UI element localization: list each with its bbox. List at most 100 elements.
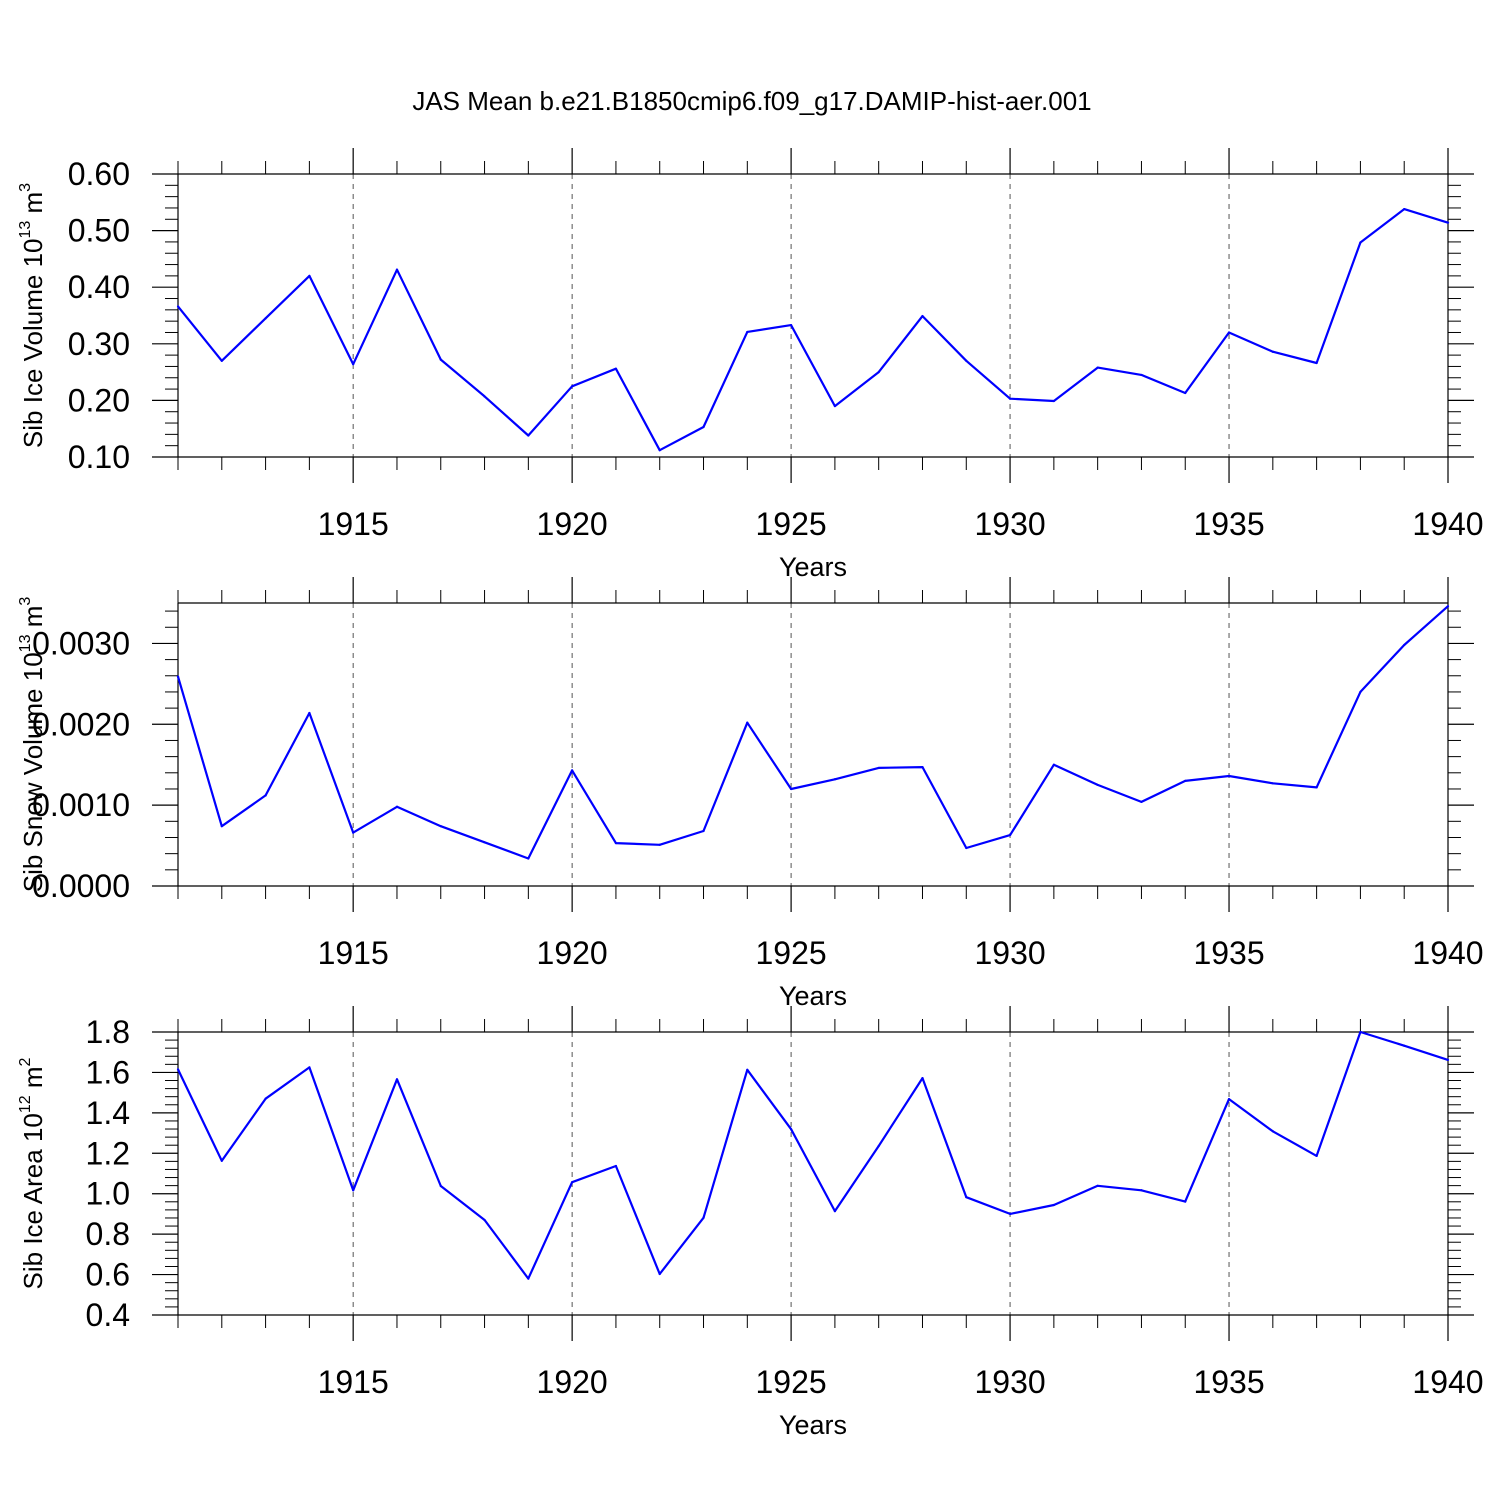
y-tick-label: 1.8 <box>86 1014 130 1050</box>
x-tick-label: 1940 <box>1412 506 1483 542</box>
data-point <box>1052 1203 1055 1207</box>
data-point <box>965 1196 968 1199</box>
y-tick-label: 0.0020 <box>32 706 130 742</box>
series-line <box>177 208 1449 452</box>
data-point <box>176 305 180 308</box>
y-tick-label: 0.50 <box>68 213 130 249</box>
data-point <box>1403 643 1406 647</box>
data-point <box>921 766 924 769</box>
x-tick-label: 1935 <box>1193 506 1264 542</box>
data-point <box>702 425 705 429</box>
y-tick-label: 0.0030 <box>32 625 130 661</box>
data-point <box>571 769 574 772</box>
data-point <box>833 778 836 781</box>
y-axis-label-text: m <box>18 1066 48 1095</box>
data-point <box>395 1078 399 1081</box>
data-point <box>571 385 574 388</box>
y-axis-label-text: Sib Ice Volume 10 <box>18 239 48 449</box>
data-point <box>1140 1189 1143 1192</box>
data-point <box>1446 605 1450 608</box>
data-point <box>614 367 618 370</box>
y-tick-label: 0.10 <box>68 439 130 475</box>
figure-title: JAS Mean b.e21.B1850cmip6.f09_g17.DAMIP-… <box>412 86 1091 116</box>
x-tick-label: 1920 <box>537 506 608 542</box>
data-point <box>439 358 442 361</box>
data-point <box>176 1068 180 1071</box>
data-point <box>877 1144 880 1148</box>
y-tick-label: 0.0000 <box>32 868 130 904</box>
data-point <box>1184 779 1187 782</box>
data-point <box>614 1164 618 1168</box>
data-point <box>877 766 880 770</box>
data-point <box>746 721 749 724</box>
data-point <box>1140 800 1143 804</box>
y-tick-label: 1.4 <box>86 1095 130 1131</box>
y-tick-label: 1.6 <box>86 1054 130 1090</box>
x-axis-label: Years <box>779 1410 847 1440</box>
y-axis-label-superscript: 13 <box>17 634 34 652</box>
panel-sib-ice-area: 0.4 0.6 0.8 1.0 1.2 1.4 1.6 1.8 1915 1920 1925 1930… <box>17 1006 1484 1440</box>
y-axis-label: Sib Snow Volume 1013 m3 <box>17 597 48 893</box>
data-point <box>439 1184 442 1188</box>
y-axis-label-text: Sib Ice Area 10 <box>18 1113 48 1289</box>
x-tick-label: 1935 <box>1193 1364 1264 1400</box>
data-point <box>395 268 399 271</box>
data-point <box>790 1128 793 1131</box>
data-point <box>658 1272 661 1276</box>
data-point <box>965 359 968 362</box>
data-point <box>833 1209 836 1213</box>
y-tick-label: 0.60 <box>68 156 130 192</box>
panel-sib-ice-volume: 0.10 0.20 0.30 0.40 0.50 0.60 1915 1920 1925 1930… <box>17 148 1484 582</box>
data-point <box>1403 1044 1406 1047</box>
y-axis-label-superscript: 13 <box>17 221 34 239</box>
data-point <box>921 1076 924 1080</box>
data-point <box>833 404 836 408</box>
y-axis-label-text: m <box>18 192 48 221</box>
data-point <box>1140 373 1143 377</box>
data-point <box>483 395 486 398</box>
data-point <box>220 359 223 362</box>
x-tick-label: 1925 <box>756 1364 827 1400</box>
data-point <box>483 1218 486 1222</box>
x-tick-label: 1925 <box>756 935 827 971</box>
panel-sib-snow-volume: 0.0000 0.0010 0.0020 0.0030 1915 1920 1925 1930… <box>17 577 1484 1011</box>
y-axis-label-superscript: 3 <box>17 183 34 192</box>
data-point <box>1403 207 1406 211</box>
data-point <box>352 363 355 366</box>
data-point <box>1359 690 1362 694</box>
data-point <box>1184 391 1187 395</box>
y-tick-label: 0.0010 <box>32 787 130 823</box>
y-tick-label: 0.30 <box>68 326 130 362</box>
data-point <box>1271 350 1274 353</box>
y-tick-label: 0.8 <box>86 1216 130 1252</box>
data-point <box>614 842 618 845</box>
data-point <box>1227 331 1231 334</box>
x-tick-label: 1920 <box>537 1364 608 1400</box>
data-point <box>1446 1058 1450 1061</box>
y-axis-label: Sib Ice Volume 1013 m3 <box>17 183 48 448</box>
data-point <box>264 317 267 320</box>
panels: 0.10 0.20 0.30 0.40 0.50 0.60 1915 1920 1925 1930… <box>17 148 1484 1440</box>
data-point <box>1227 1098 1231 1101</box>
data-point <box>1008 397 1012 400</box>
x-axis-label: Years <box>779 552 847 582</box>
data-point <box>527 857 530 860</box>
data-point <box>1008 833 1012 837</box>
data-point <box>308 1066 311 1069</box>
data-point <box>483 841 486 844</box>
data-point <box>1359 241 1362 244</box>
data-point <box>220 825 223 828</box>
data-point <box>877 371 880 374</box>
data-point <box>1184 1200 1187 1203</box>
y-axis-label-superscript: 12 <box>17 1095 34 1113</box>
data-point <box>1271 1130 1274 1133</box>
data-point <box>1315 786 1318 789</box>
x-tick-label: 1940 <box>1412 1364 1483 1400</box>
data-point <box>1052 763 1055 766</box>
data-point <box>352 1189 355 1192</box>
x-axis-label: Years <box>779 981 847 1011</box>
data-point <box>1008 1212 1012 1216</box>
x-tick-label: 1935 <box>1193 935 1264 971</box>
x-tick-label: 1920 <box>537 935 608 971</box>
